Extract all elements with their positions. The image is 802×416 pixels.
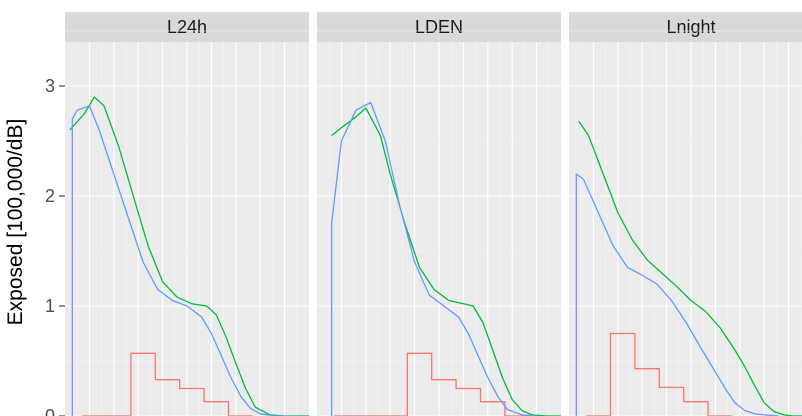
panel-background [569,42,802,416]
facet-strip [317,12,561,42]
series-line-3 [330,101,537,416]
facet-strip [569,12,802,42]
series-line-2 [69,96,309,416]
panel-lden: LDEN [317,12,561,416]
panels-layer: L24h LDEN Lnight [65,12,802,416]
series-line-1 [82,352,253,416]
series-line-1 [586,332,733,416]
series-line-2 [578,120,802,416]
y-axis: 0 1 2 3 [45,76,65,416]
y-tick-label: 1 [45,296,55,316]
y-tick-label: 3 [45,76,55,96]
facet-title: LDEN [415,17,463,37]
series-line-3 [575,173,779,416]
panel-l24h: L24h [65,12,309,416]
y-axis-title: Exposed [100,000/dB] [4,119,27,326]
facet-strip [65,12,309,42]
y-tick-label: 0 [45,406,55,416]
series-line-3 [71,105,290,416]
series-line-2 [331,107,561,416]
y-tick-label: 2 [45,186,55,206]
facet-title: L24h [167,17,207,37]
panel-lnight: Lnight [569,12,802,416]
series-line-1 [334,352,530,416]
facet-title: Lnight [666,17,715,37]
